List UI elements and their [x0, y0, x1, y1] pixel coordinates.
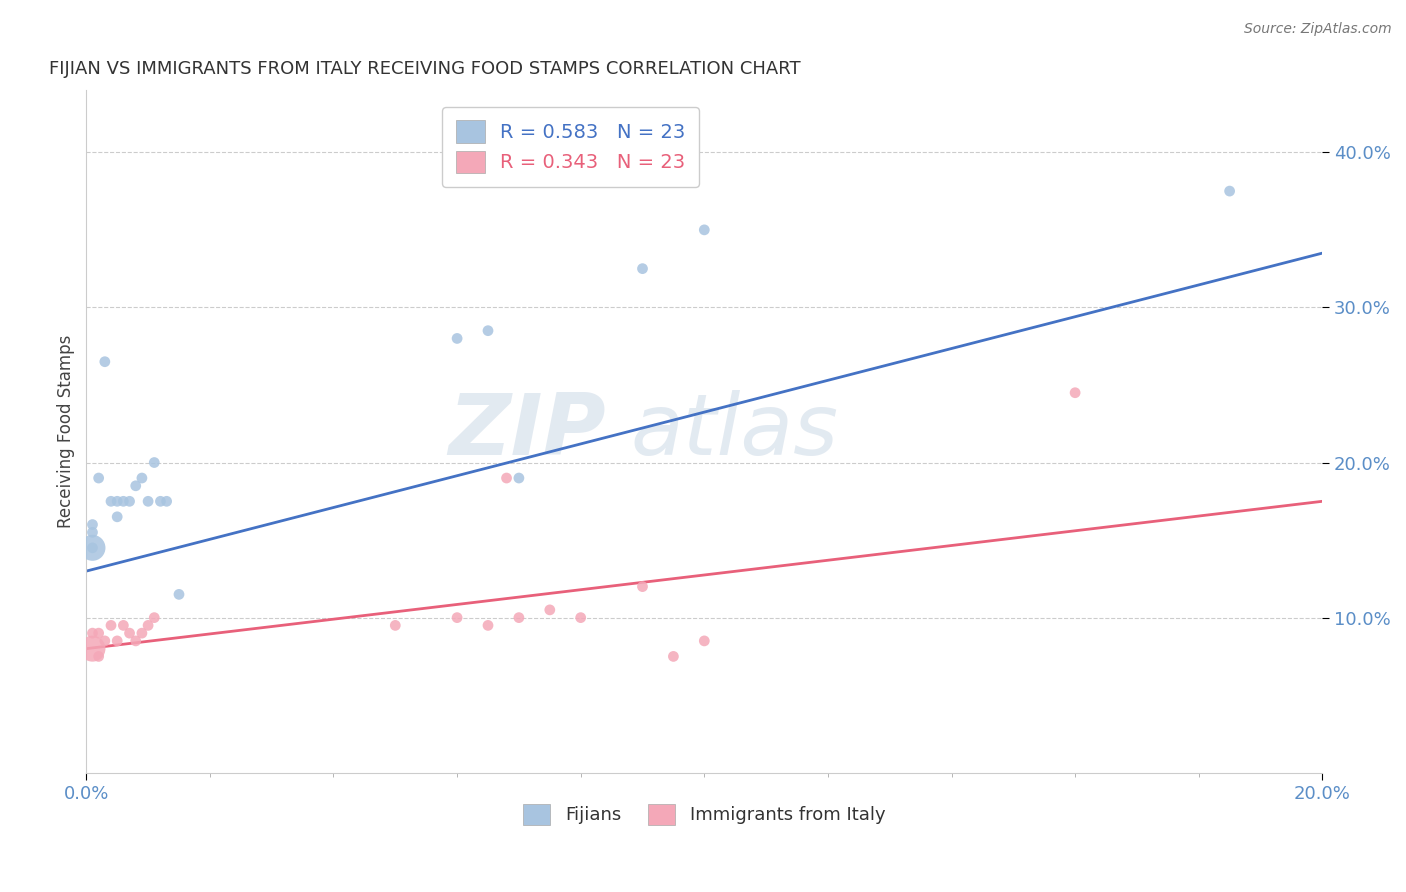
- Point: [569, 610, 592, 624]
- Point: [125, 479, 148, 493]
- Point: [82, 541, 104, 555]
- Point: [131, 626, 153, 640]
- Point: [631, 261, 654, 276]
- Point: [136, 618, 159, 632]
- Point: [384, 618, 406, 632]
- Point: [136, 494, 159, 508]
- Point: [118, 494, 141, 508]
- Text: ZIP: ZIP: [447, 390, 606, 473]
- Point: [477, 324, 499, 338]
- Point: [105, 509, 128, 524]
- Y-axis label: Receiving Food Stamps: Receiving Food Stamps: [58, 334, 75, 528]
- Point: [100, 618, 122, 632]
- Point: [538, 603, 561, 617]
- Point: [143, 610, 166, 624]
- Point: [87, 626, 110, 640]
- Point: [693, 633, 716, 648]
- Point: [631, 580, 654, 594]
- Point: [662, 649, 685, 664]
- Point: [1219, 184, 1241, 198]
- Point: [82, 525, 104, 540]
- Point: [125, 633, 148, 648]
- Point: [112, 618, 135, 632]
- Text: Source: ZipAtlas.com: Source: ZipAtlas.com: [1244, 22, 1392, 37]
- Point: [100, 494, 122, 508]
- Point: [87, 471, 110, 485]
- Point: [446, 331, 468, 345]
- Point: [446, 610, 468, 624]
- Point: [693, 223, 716, 237]
- Point: [118, 626, 141, 640]
- Point: [495, 471, 517, 485]
- Point: [87, 649, 110, 664]
- Point: [82, 641, 104, 656]
- Point: [508, 471, 530, 485]
- Point: [82, 626, 104, 640]
- Point: [82, 541, 104, 555]
- Point: [105, 633, 128, 648]
- Point: [477, 618, 499, 632]
- Legend: Fijians, Immigrants from Italy: Fijians, Immigrants from Italy: [516, 797, 893, 832]
- Point: [82, 517, 104, 532]
- Point: [105, 494, 128, 508]
- Text: atlas: atlas: [630, 390, 838, 473]
- Point: [1064, 385, 1087, 400]
- Point: [94, 355, 117, 369]
- Point: [149, 494, 172, 508]
- Point: [112, 494, 135, 508]
- Point: [131, 471, 153, 485]
- Point: [156, 494, 179, 508]
- Text: FIJIAN VS IMMIGRANTS FROM ITALY RECEIVING FOOD STAMPS CORRELATION CHART: FIJIAN VS IMMIGRANTS FROM ITALY RECEIVIN…: [49, 60, 801, 78]
- Point: [143, 456, 166, 470]
- Point: [508, 610, 530, 624]
- Point: [167, 587, 190, 601]
- Point: [94, 633, 117, 648]
